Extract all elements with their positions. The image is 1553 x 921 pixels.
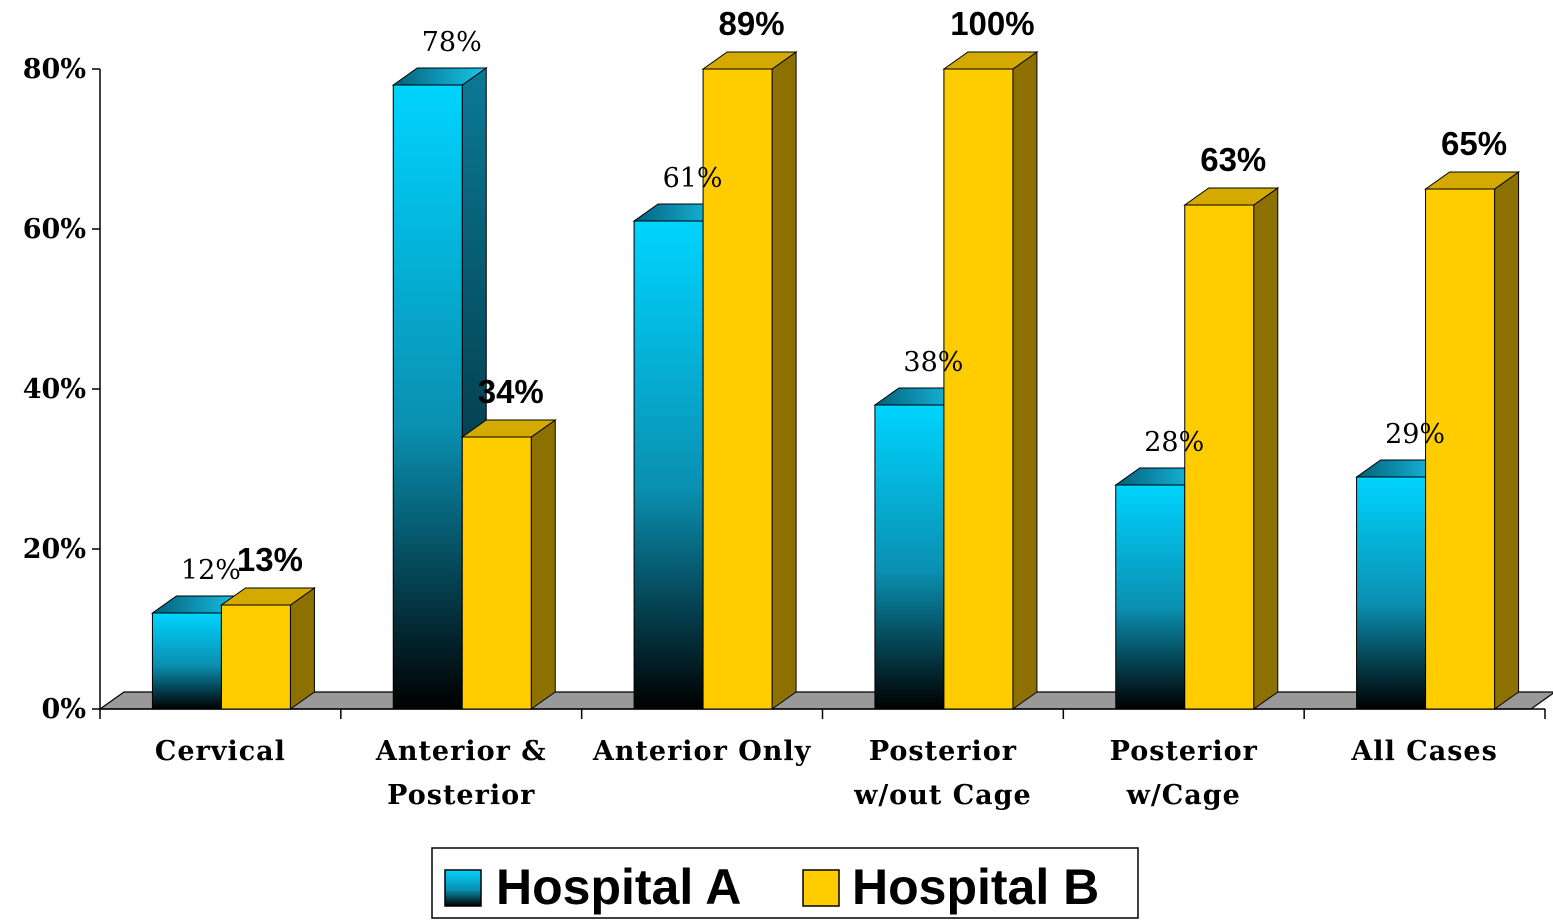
data-label-hospital-b: 13% (237, 541, 303, 578)
chart-floor (98, 691, 1553, 710)
bar-side (1494, 171, 1520, 710)
bar-hospital-b (460, 419, 557, 710)
bar-hospital-b (219, 587, 316, 710)
bar-side (771, 51, 797, 710)
bar-front (220, 604, 291, 710)
x-category-label: All Cases (1350, 736, 1497, 767)
bar-hospital-b (1424, 171, 1521, 710)
bars (150, 51, 1521, 710)
legend-box (431, 847, 1139, 919)
bar-front (633, 220, 704, 710)
legend-label-hospital-a: Hospital A (496, 859, 741, 915)
bar-hospital-b (942, 51, 1039, 710)
y-axis: 0% 20% 40% 60% 80% (23, 54, 101, 725)
bar-side (530, 419, 556, 710)
bar-front (874, 404, 945, 710)
y-tick-label: 0% (42, 694, 86, 725)
bar-front (943, 68, 1014, 710)
x-category-label: Posterior (1110, 736, 1258, 767)
bar-front (1115, 484, 1186, 710)
floor-plane (98, 691, 1553, 710)
data-label-hospital-a: 38% (903, 347, 963, 378)
x-category-label: w/out Cage (853, 780, 1032, 811)
data-label-hospital-b: 65% (1441, 125, 1507, 162)
data-label-hospital-a: 12% (181, 555, 241, 586)
x-category-label: Posterior (387, 780, 535, 811)
bar-side (1253, 187, 1279, 710)
x-category-label: Cervical (155, 736, 286, 767)
y-tick-label: 80% (23, 54, 86, 85)
y-tick-label: 60% (23, 214, 86, 245)
bar-front (151, 612, 222, 710)
y-tick-label: 40% (23, 374, 86, 405)
bar-hospital-b (1183, 187, 1280, 710)
x-category-label: Posterior (869, 736, 1017, 767)
data-labels: 12%13% 78% 34% 61% 89% 38% 100% 28% 63% 29% 65% (181, 5, 1507, 586)
data-label-hospital-a: 28% (1144, 427, 1204, 458)
bar-side (1012, 51, 1038, 710)
y-tick-label: 20% (23, 534, 86, 565)
data-label-hospital-b: 89% (719, 5, 785, 42)
legend-label-hospital-b: Hospital B (852, 859, 1099, 915)
bar-side (289, 587, 315, 710)
bar-hospital-b (701, 51, 798, 710)
data-label-hospital-b: 34% (478, 373, 544, 410)
data-label-hospital-b: 100% (950, 5, 1034, 42)
data-label-hospital-a: 29% (1385, 419, 1445, 450)
data-label-hospital-a: 78% (422, 27, 482, 58)
legend: Hospital A Hospital B (431, 847, 1139, 919)
legend-swatch-hospital-a (444, 869, 482, 907)
bar-front (1425, 188, 1496, 710)
bar-front (461, 436, 532, 710)
bar-front (1184, 204, 1255, 710)
data-label-hospital-b: 63% (1200, 141, 1266, 178)
bar-front (1356, 476, 1427, 710)
bar-front (392, 84, 463, 710)
bar-front (702, 68, 773, 710)
x-category-label: Anterior Only (592, 736, 812, 767)
bar-hospital-a (391, 67, 488, 710)
x-category-label: w/Cage (1126, 780, 1241, 811)
x-axis: Cervical Anterior & Posterior Anterior Only… (99, 708, 1546, 811)
x-category-label: Anterior & (375, 736, 547, 767)
legend-swatch-hospital-b (802, 869, 840, 907)
data-label-hospital-a: 61% (663, 163, 723, 194)
